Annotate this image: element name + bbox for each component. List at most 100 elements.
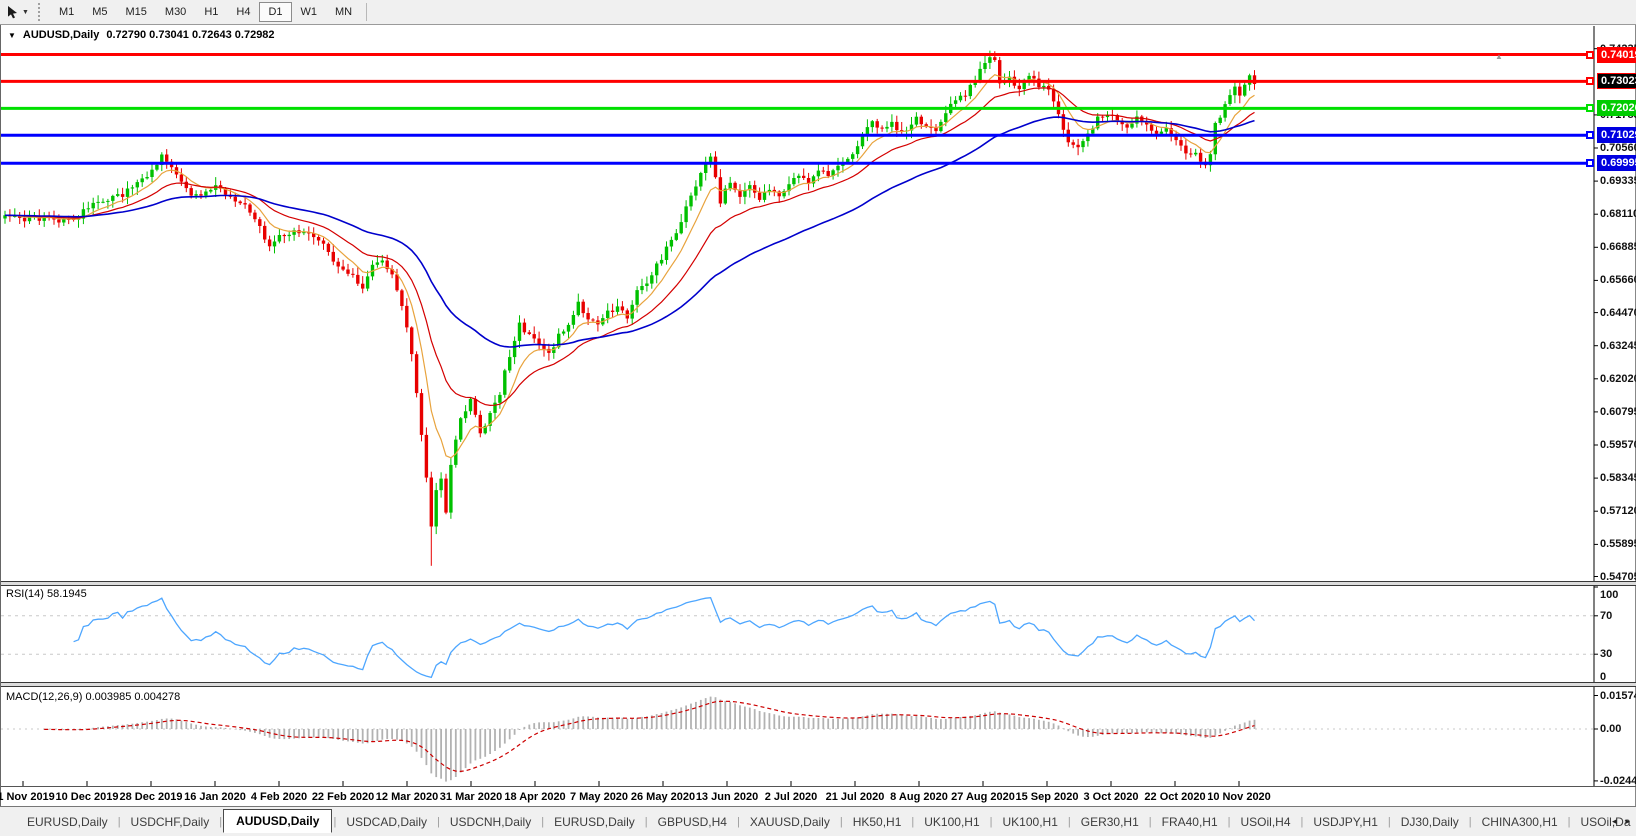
rsi-axis-label: 70 <box>1600 610 1613 622</box>
chart-tab-usdcnh-daily[interactable]: USDCNH,Daily <box>449 814 532 829</box>
chart-tab-usoil-da[interactable]: USOil,Da <box>1580 814 1631 829</box>
price-axis-label: 0.55895 <box>1600 538 1636 550</box>
price-axis-label: 0.63245 <box>1600 340 1636 352</box>
tab-divider: | <box>1227 815 1231 828</box>
price-line-handle[interactable] <box>1586 131 1594 139</box>
chart-tab-hk50-h1[interactable]: HK50,H1 <box>852 814 902 829</box>
chart-tab-usdcad-daily[interactable]: USDCAD,Daily <box>346 814 427 829</box>
timeframe-button-w1[interactable]: W1 <box>300 6 318 18</box>
chart-tab-usdjpy-h1[interactable]: USDJPY,H1 <box>1313 814 1378 829</box>
tab-divider: | <box>117 815 121 828</box>
price-axis-label: 0.69335 <box>1600 175 1636 187</box>
chart-tab-dj30-daily[interactable]: DJ30,Daily <box>1400 814 1459 829</box>
chart-shift-marker[interactable]: ▲ <box>1495 52 1503 61</box>
chart-ohlc-values: 0.72790 0.73041 0.72643 0.72982 <box>106 29 275 41</box>
price-line-tag: 0.73023 <box>1597 73 1636 89</box>
chart-tab-xauusd-daily[interactable]: XAUUSD,Daily <box>749 814 830 829</box>
date-axis-label: 16 Jan 2020 <box>184 791 246 803</box>
date-axis-label: 21 Jul 2020 <box>825 791 885 803</box>
price-line-handle[interactable] <box>1586 51 1594 59</box>
toolbar-separator <box>366 3 368 21</box>
chart-tab-usdchf-daily[interactable]: USDCHF,Daily <box>130 814 210 829</box>
date-axis-label: 3 Oct 2020 <box>1083 791 1139 803</box>
tab-divider: | <box>1300 815 1304 828</box>
date-axis-label: 31 Mar 2020 <box>439 791 503 803</box>
chart-tab-usoil-h4[interactable]: USOil,H4 <box>1240 814 1291 829</box>
panel-separator[interactable] <box>1 682 1636 687</box>
date-axis-label: 22 Oct 2020 <box>1144 791 1206 803</box>
price-axis-label: 0.64470 <box>1600 307 1636 319</box>
price-line-handle[interactable] <box>1586 104 1594 112</box>
cursor-icon <box>8 6 17 19</box>
tab-divider: | <box>1148 815 1152 828</box>
tab-divider: | <box>219 815 223 828</box>
date-axis-label: 21 Nov 2019 <box>0 791 55 803</box>
tab-divider: | <box>1567 815 1571 828</box>
tab-divider: | <box>911 815 915 828</box>
timeframe-button-h1[interactable]: H1 <box>204 6 219 18</box>
date-axis-label: 13 Jun 2020 <box>695 791 759 803</box>
timeframe-button-m1[interactable]: M1 <box>58 6 75 18</box>
tab-scroll-right-icon[interactable]: ▸ <box>1625 816 1630 826</box>
price-line-tag: 0.71029 <box>1597 127 1636 143</box>
tab-divider: | <box>437 815 440 828</box>
chart-symbol-label: AUDUSD,Daily <box>22 29 100 41</box>
price-line-tag: 0.74019 <box>1597 47 1636 63</box>
price-line-handle[interactable] <box>1586 159 1594 167</box>
price-axis-label: 0.66885 <box>1600 241 1636 253</box>
date-axis-label: 4 Feb 2020 <box>250 791 308 803</box>
date-axis-label: 8 Aug 2020 <box>890 791 948 803</box>
chart-tab-uk100-h1[interactable]: UK100,H1 <box>924 814 980 829</box>
collapse-triangle-icon[interactable]: ▼ <box>8 30 16 40</box>
timeframe-button-d1[interactable]: D1 <box>259 2 292 22</box>
tab-divider: | <box>736 815 740 828</box>
chart-tab-ger30-h1[interactable]: GER30,H1 <box>1080 814 1139 829</box>
chart-tab-fra40-h1[interactable]: FRA40,H1 <box>1161 814 1218 829</box>
tab-scroll-left-icon[interactable]: ◂ <box>1611 816 1617 826</box>
date-axis-label: 10 Dec 2019 <box>55 791 119 803</box>
toolbar-grip-handle[interactable] <box>37 3 42 21</box>
chart-tab-china300-h1[interactable]: CHINA300,H1 <box>1481 814 1558 829</box>
date-axis-label: 18 Apr 2020 <box>504 791 566 803</box>
chart-tab-audusd-daily[interactable]: AUDUSD,Daily <box>223 808 333 833</box>
price-axis-label: 0.58345 <box>1600 472 1636 484</box>
price-chart-canvas[interactable] <box>1 25 1636 806</box>
chart-tab-gbpusd-h4[interactable]: GBPUSD,H4 <box>657 814 727 829</box>
price-line-tag: 0.69995 <box>1597 155 1636 171</box>
date-axis-label: 15 Sep 2020 <box>1015 791 1079 803</box>
macd-axis-label: 0.00 <box>1600 723 1622 735</box>
price-axis-label: 0.59570 <box>1600 439 1636 451</box>
cursor-tool-button[interactable]: ▼ <box>6 2 29 22</box>
date-axis-label: 26 May 2020 <box>630 791 696 803</box>
timeframe-button-m5[interactable]: M5 <box>92 6 108 18</box>
chart-title: ▼ AUDUSD,Daily 0.72790 0.73041 0.72643 0… <box>8 29 275 41</box>
price-axis-label: 0.57120 <box>1600 505 1636 517</box>
rsi-axis-label: 0 <box>1600 671 1607 683</box>
price-axis-label: 0.68110 <box>1600 208 1636 220</box>
panel-separator[interactable] <box>1 581 1636 586</box>
chart-tab-bar: EURUSD,Daily | USDCHF,Daily | AUDUSD,Daily | U… <box>0 806 1636 836</box>
chart-window[interactable]: ▼ AUDUSD,Daily 0.72790 0.73041 0.72643 0… <box>0 25 1636 806</box>
timeframe-button-h4[interactable]: H4 <box>236 6 251 18</box>
price-line-handle[interactable] <box>1586 77 1594 85</box>
chart-tab-eurusd-daily[interactable]: EURUSD,Daily <box>554 814 635 829</box>
rsi-indicator-label: RSI(14) 58.1945 <box>6 588 87 600</box>
timeframe-button-m30[interactable]: M30 <box>164 6 187 18</box>
chart-tab-uk100-h1[interactable]: UK100,H1 <box>1002 814 1058 829</box>
chevron-down-icon: ▼ <box>22 8 29 16</box>
price-axis-label: 0.70560 <box>1600 142 1636 154</box>
price-axis-label: 0.65660 <box>1600 274 1636 286</box>
date-axis-label: 12 Mar 2020 <box>375 791 439 803</box>
tab-divider: | <box>333 815 337 828</box>
timeframe-button-mn[interactable]: MN <box>335 6 353 18</box>
macd-indicator-label: MACD(12,26,9) 0.003985 0.004278 <box>6 691 181 703</box>
macd-axis-label: -0.024412 <box>1600 775 1636 787</box>
tab-divider: | <box>839 815 843 828</box>
timeframe-toolbar: ▼ M1 M5 M15 M30 H1 H4 D1 W1 MN <box>0 0 1636 25</box>
chart-tab-eurusd-daily[interactable]: EURUSD,Daily <box>27 814 108 829</box>
date-axis-label: 10 Nov 2020 <box>1207 791 1271 803</box>
tab-divider: | <box>541 815 545 828</box>
rsi-axis-label: 30 <box>1600 648 1613 660</box>
timeframe-button-m15[interactable]: M15 <box>125 6 147 18</box>
macd-axis-label: 0.015741 <box>1600 690 1636 702</box>
